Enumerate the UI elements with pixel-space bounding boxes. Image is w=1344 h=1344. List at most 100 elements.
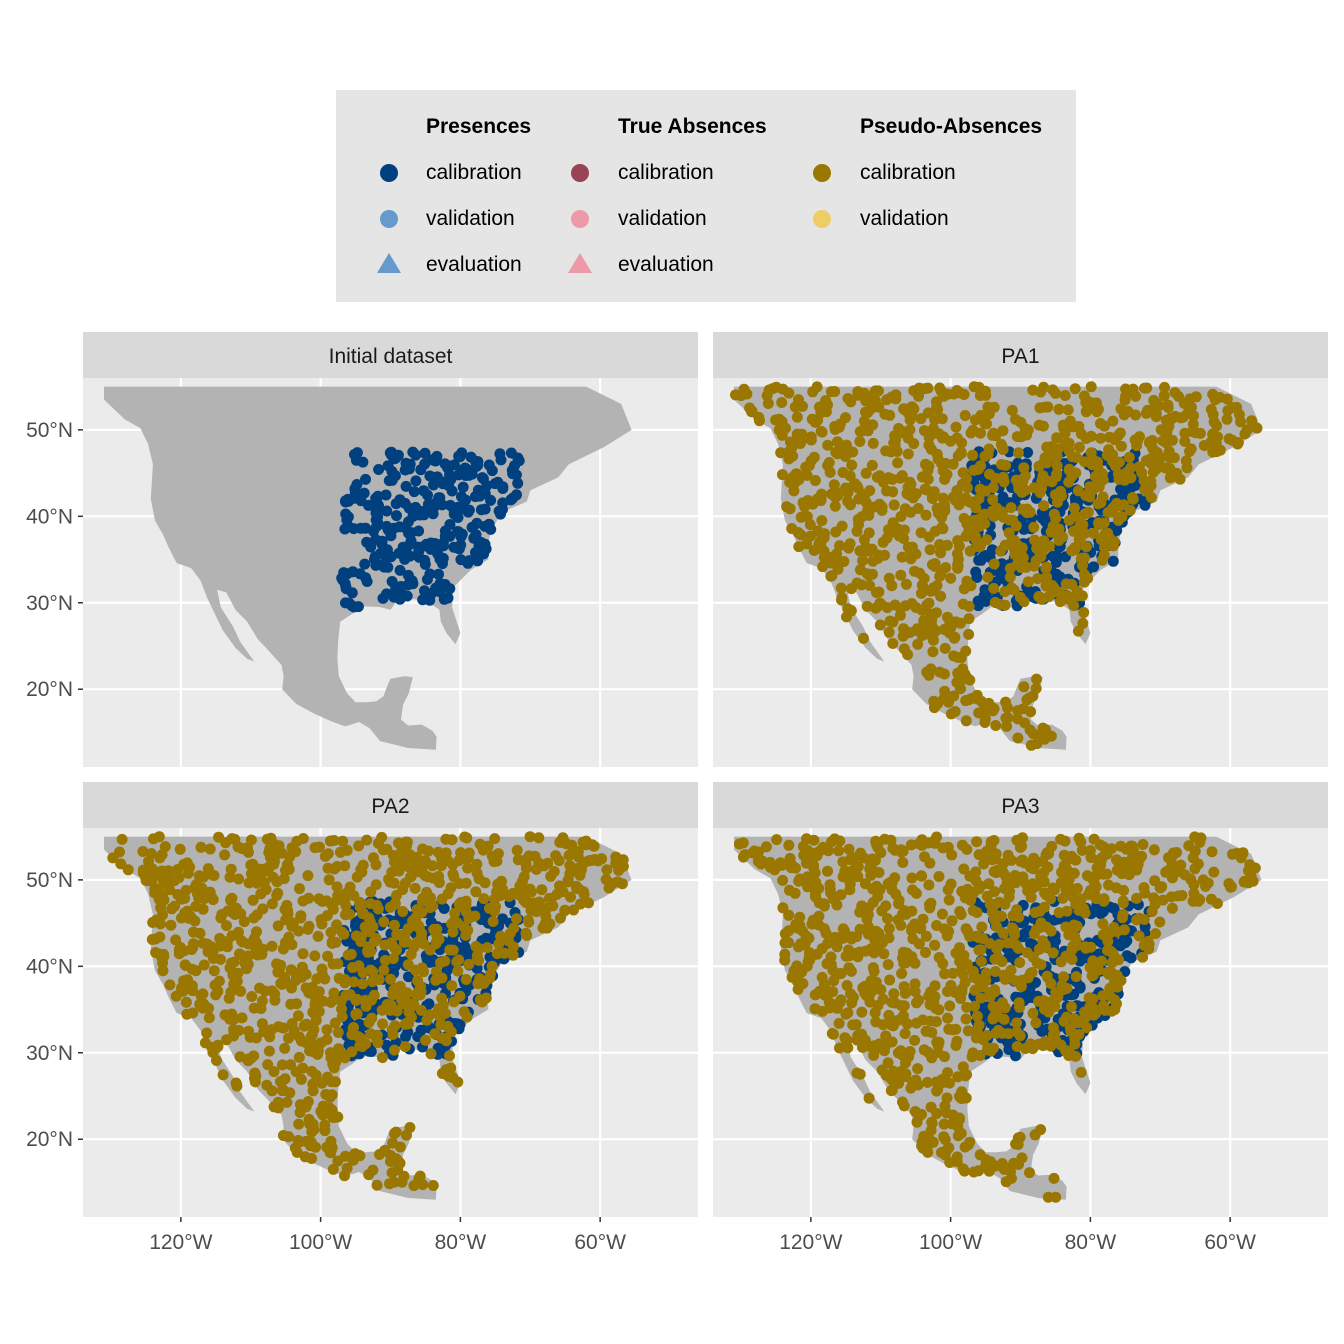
pseudo-absence-calibration-point	[1117, 897, 1129, 909]
pseudo-absence-calibration-point	[1099, 420, 1110, 432]
pseudo-absence-calibration-point	[902, 448, 914, 460]
pseudo-absence-calibration-point	[973, 493, 985, 505]
pseudo-absence-calibration-point	[900, 578, 912, 590]
legend-label-absence-evaluation: evaluation	[618, 253, 714, 276]
pseudo-absence-calibration-point	[879, 408, 891, 420]
presence-calibration-point	[454, 451, 466, 463]
pseudo-absence-calibration-point	[987, 429, 998, 441]
presence-calibration-point	[403, 971, 414, 983]
presence-calibration-point	[970, 566, 982, 578]
pseudo-absence-calibration-point	[963, 600, 975, 612]
pseudo-absence-calibration-point	[1091, 862, 1103, 874]
pseudo-absence-calibration-point	[810, 416, 822, 428]
pseudo-absence-calibration-point	[909, 1034, 921, 1046]
pseudo-absence-calibration-point	[564, 868, 576, 880]
pseudo-absence-calibration-point	[776, 397, 788, 408]
pseudo-absence-calibration-point	[924, 857, 936, 869]
pseudo-absence-calibration-point	[955, 909, 967, 920]
pseudo-absence-calibration-point	[926, 995, 938, 1006]
pseudo-absence-calibration-point	[957, 1163, 969, 1175]
pseudo-absence-calibration-point	[372, 903, 384, 915]
pseudo-absence-calibration-point	[285, 998, 297, 1010]
pseudo-absence-calibration-point	[997, 444, 1009, 455]
pseudo-absence-calibration-point	[1036, 546, 1048, 558]
pseudo-absence-calibration-point	[1198, 440, 1210, 451]
pseudo-absence-calibration-point	[1006, 404, 1018, 416]
pseudo-absence-calibration-point	[999, 898, 1011, 910]
pseudo-absence-calibration-point	[857, 1041, 868, 1053]
pseudo-absence-calibration-point	[861, 913, 873, 925]
pseudo-absence-calibration-point	[923, 879, 935, 891]
pseudo-absence-calibration-point	[889, 599, 901, 611]
presence-calibration-point	[427, 479, 439, 491]
pseudo-absence-calibration-point	[399, 1041, 411, 1053]
presence-calibration-point	[360, 473, 371, 485]
pseudo-absence-calibration-point	[1035, 917, 1047, 929]
pseudo-absence-calibration-point	[794, 470, 806, 482]
pseudo-absence-calibration-point	[1123, 451, 1135, 463]
y-tick-label: 30°N	[26, 1042, 73, 1065]
pseudo-absence-calibration-point	[883, 572, 895, 584]
pseudo-absence-calibration-point	[302, 1096, 314, 1107]
pseudo-absence-calibration-point	[931, 1108, 943, 1119]
pseudo-absence-calibration-point	[845, 396, 857, 408]
pseudo-absence-calibration-point	[829, 485, 841, 497]
pseudo-absence-calibration-point	[263, 861, 275, 873]
pseudo-absence-calibration-point	[941, 539, 953, 551]
pseudo-absence-calibration-point	[1068, 929, 1080, 941]
pseudo-absence-calibration-point	[1145, 457, 1157, 469]
presence-calibration-point	[470, 547, 481, 558]
pseudo-absence-calibration-point	[446, 980, 458, 992]
presence-calibration-point	[370, 559, 382, 571]
pseudo-absence-calibration-point	[1124, 504, 1136, 516]
pseudo-absence-calibration-point	[936, 413, 948, 425]
pseudo-absence-calibration-point	[1053, 586, 1065, 598]
pseudo-absence-calibration-point	[958, 950, 970, 961]
pseudo-absence-calibration-point	[982, 448, 994, 460]
pseudo-absence-calibration-point	[321, 895, 333, 907]
pseudo-absence-calibration-point	[922, 837, 934, 849]
pseudo-absence-calibration-point	[877, 993, 889, 1005]
pseudo-absence-calibration-point	[971, 464, 983, 475]
pseudo-absence-calibration-point	[344, 881, 356, 893]
pseudo-absence-calibration-point	[1098, 893, 1110, 905]
pseudo-absence-calibration-point	[321, 1034, 333, 1046]
pseudo-absence-calibration-point	[478, 893, 490, 905]
pseudo-absence-calibration-point	[970, 930, 982, 942]
presence-calibration-point	[370, 534, 382, 545]
pseudo-absence-calibration-point	[201, 1027, 213, 1039]
pseudo-absence-calibration-point	[1221, 413, 1233, 425]
pseudo-absence-calibration-point	[1014, 591, 1026, 603]
pseudo-absence-calibration-point	[1111, 864, 1123, 876]
pseudo-absence-calibration-point	[243, 1025, 254, 1037]
pseudo-absence-calibration-point	[858, 632, 869, 644]
pseudo-absence-calibration-point	[447, 944, 459, 956]
presence-calibration-point	[442, 462, 454, 474]
pseudo-absence-calibration-point	[1132, 434, 1144, 446]
pseudo-absence-calibration-point	[279, 1042, 291, 1054]
pseudo-absence-calibration-point	[1079, 941, 1091, 953]
pseudo-absence-calibration-point	[460, 974, 472, 985]
pseudo-absence-calibration-point	[807, 914, 819, 926]
pseudo-absence-calibration-point	[870, 587, 882, 598]
presence-calibration-point	[509, 460, 520, 472]
pseudo-absence-calibration-point	[1070, 854, 1082, 866]
pseudo-absence-calibration-point	[888, 988, 900, 1000]
pseudo-absence-calibration-point	[795, 436, 807, 448]
pseudo-absence-calibration-point	[233, 873, 245, 885]
pseudo-absence-calibration-point	[976, 921, 988, 933]
pseudo-absence-calibration-point	[221, 936, 233, 947]
pseudo-absence-calibration-point	[297, 948, 309, 960]
pseudo-absence-calibration-point	[874, 597, 886, 609]
pseudo-absence-calibration-point	[1120, 843, 1132, 855]
pseudo-absence-calibration-point	[961, 1069, 972, 1081]
facet-strip	[713, 782, 1328, 828]
pseudo-absence-calibration-point	[1208, 866, 1220, 878]
pseudo-absence-calibration-point	[115, 858, 127, 870]
pseudo-absence-calibration-point	[421, 891, 432, 903]
pseudo-absence-calibration-point	[283, 931, 295, 943]
pseudo-absence-calibration-point	[370, 859, 382, 871]
pseudo-absence-calibration-point	[779, 937, 791, 949]
pseudo-absence-calibration-point	[1018, 462, 1030, 474]
pseudo-absence-calibration-point	[1049, 489, 1061, 501]
